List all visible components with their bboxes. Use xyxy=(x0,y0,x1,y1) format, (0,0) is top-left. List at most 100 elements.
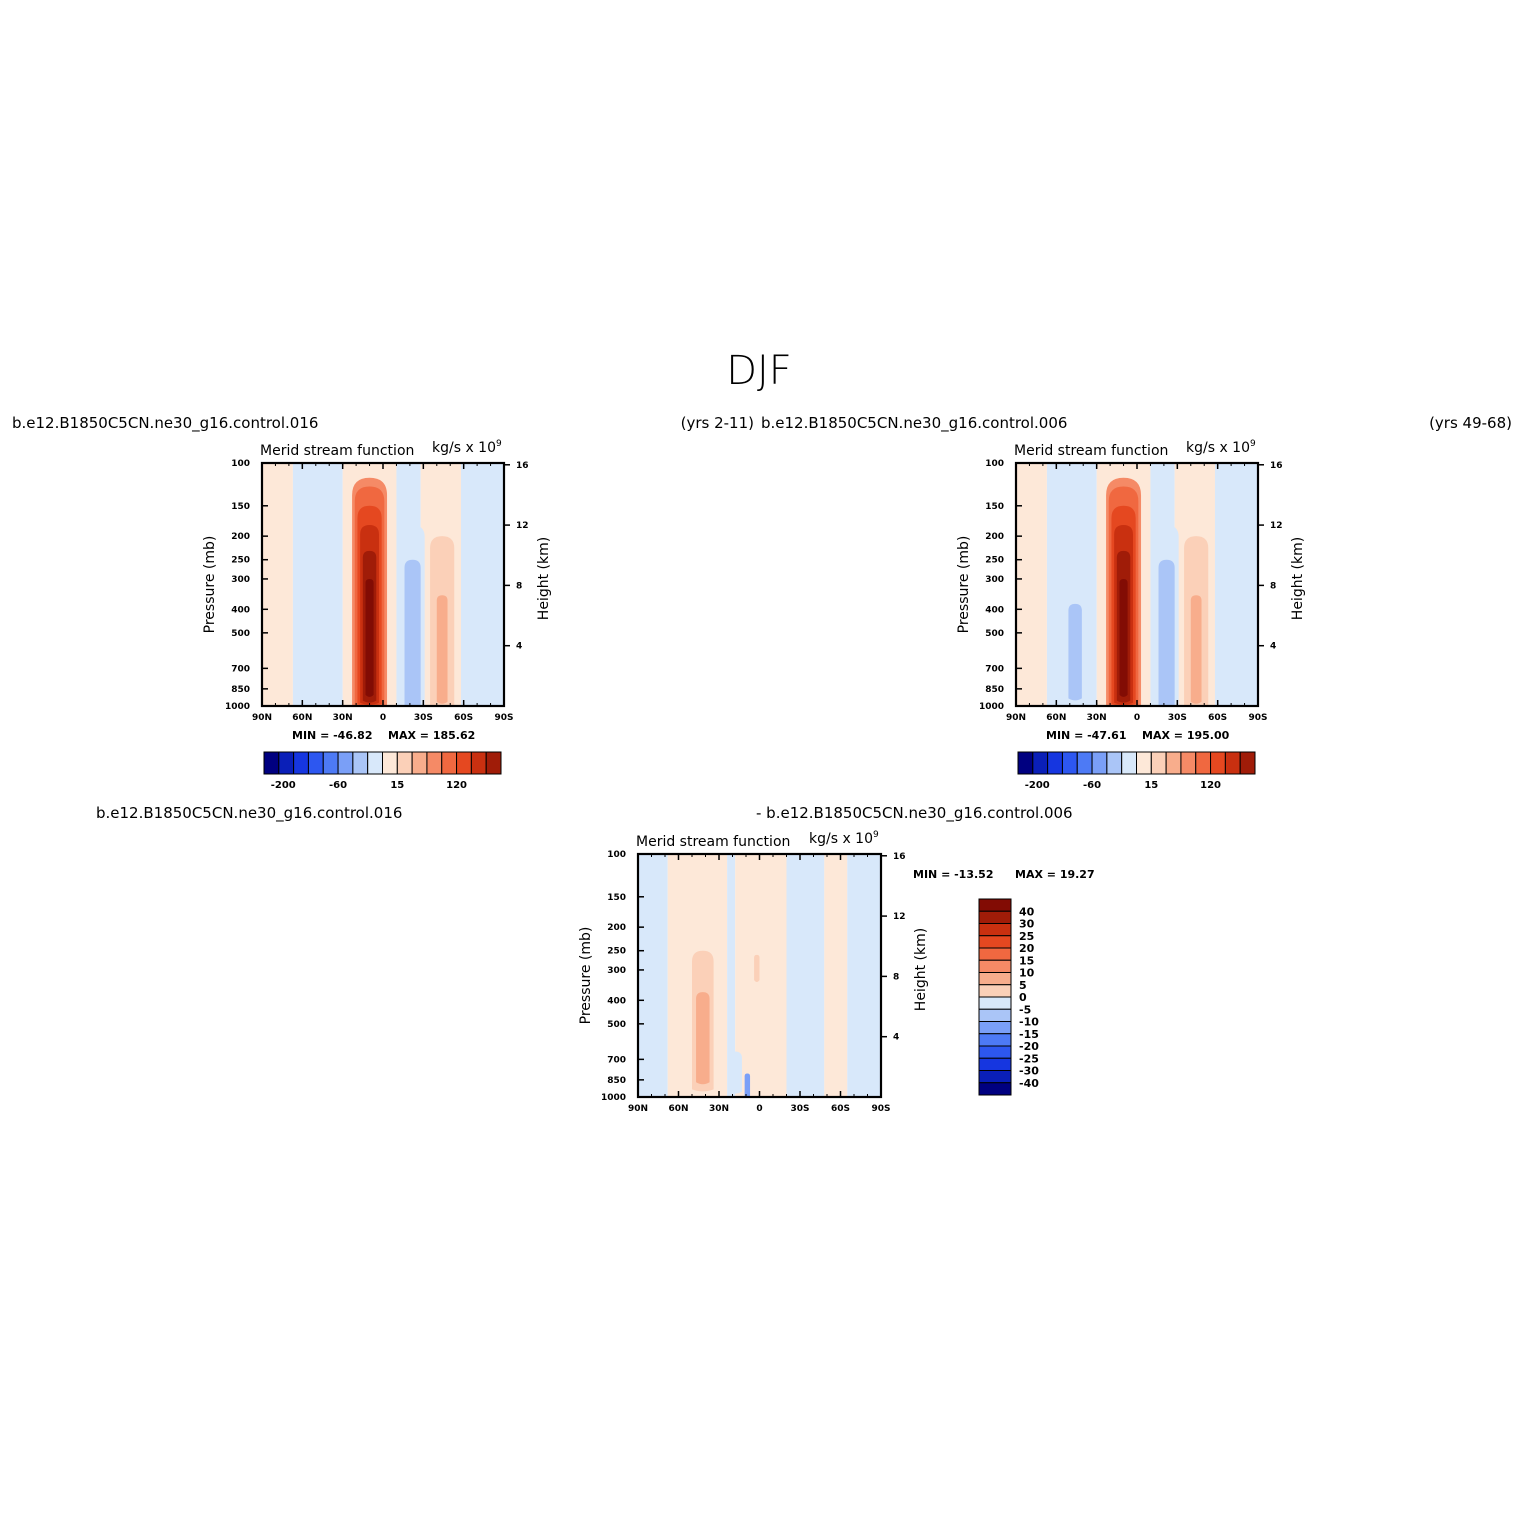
colorbar-box xyxy=(978,1082,1012,1096)
y-axis-label: Pressure (mb) xyxy=(956,536,972,634)
colorbar-box xyxy=(978,935,1012,949)
colorbar-box xyxy=(978,947,1012,961)
colorbar-box xyxy=(978,972,1012,986)
y-tick-label: 700 xyxy=(985,664,1004,674)
background-band xyxy=(460,463,504,706)
colorbar-box xyxy=(978,1045,1012,1059)
x-tick-label: 90N xyxy=(252,713,272,723)
y-tick-label: 150 xyxy=(231,502,250,512)
max-label: MAX = 185.62 xyxy=(388,729,475,742)
colorbar-label: 40 xyxy=(1019,905,1035,918)
plot-units: kg/s x 10 xyxy=(809,831,873,847)
colorbar-box xyxy=(978,923,1012,937)
colorbar-box xyxy=(367,751,383,775)
height-tick-label: 4 xyxy=(1270,642,1276,652)
colorbar-box xyxy=(1150,751,1167,775)
colorbar-label: -25 xyxy=(1019,1052,1039,1065)
x-tick-label: 90S xyxy=(871,1104,890,1114)
x-tick-label: 30S xyxy=(790,1104,809,1114)
y-tick-label: 200 xyxy=(985,532,1004,542)
colorbar-box xyxy=(263,751,280,775)
height-tick-label: 16 xyxy=(516,461,529,471)
colorbar-label: 30 xyxy=(1019,918,1035,931)
colorbar-box xyxy=(352,751,369,775)
colorbar-box xyxy=(978,996,1012,1010)
y-tick-label: 700 xyxy=(231,664,250,674)
x-tick-label: 30S xyxy=(1168,713,1187,723)
colorbar-box xyxy=(978,1070,1012,1084)
colorbar-label: 0 xyxy=(1019,991,1027,1004)
plot-units: kg/s x 10 xyxy=(1186,440,1250,456)
y-tick-label: 850 xyxy=(231,685,250,695)
colorbar-label: -200 xyxy=(271,780,296,791)
colorbar-label: -200 xyxy=(1025,780,1050,791)
height-tick-label: 4 xyxy=(516,642,522,652)
height-tick-label: 16 xyxy=(893,852,906,862)
y-tick-label: 500 xyxy=(231,629,250,639)
panel-top-left-years: (yrs 2-11) xyxy=(681,414,754,432)
colorbar-box xyxy=(978,1021,1012,1035)
x-tick-label: 60N xyxy=(1046,713,1066,723)
colorbar-box xyxy=(978,959,1012,973)
colorbar-box xyxy=(485,751,502,775)
contour-cell xyxy=(313,588,324,703)
colorbar-box xyxy=(1017,751,1034,775)
x-tick-label: 0 xyxy=(1134,713,1140,723)
colorbar-label: 20 xyxy=(1019,942,1035,955)
y-tick-label: 300 xyxy=(607,966,626,976)
background-band xyxy=(847,854,881,1097)
plot-units-exponent: 9 xyxy=(496,439,502,449)
plot-units-exponent: 9 xyxy=(873,830,879,840)
colorbar-box xyxy=(978,1057,1012,1071)
colorbar-box xyxy=(1061,751,1078,775)
x-tick-label: 60N xyxy=(668,1104,688,1114)
min-label: MIN = -46.82 xyxy=(292,729,372,742)
contour-cell xyxy=(1158,559,1175,706)
y-tick-label: 300 xyxy=(985,575,1004,585)
height-axis-label: Height (km) xyxy=(913,928,929,1011)
y-tick-label: 700 xyxy=(607,1055,626,1065)
plot-area xyxy=(638,854,881,1097)
x-tick-label: 60S xyxy=(454,713,473,723)
panel-top-left-header: b.e12.B1850C5CN.ne30_g16.control.016 xyxy=(12,414,318,433)
colorbar-box xyxy=(396,751,413,775)
height-tick-label: 12 xyxy=(893,912,906,922)
colorbar-box xyxy=(382,751,398,775)
x-tick-label: 30N xyxy=(333,713,353,723)
x-tick-label: 60S xyxy=(1208,713,1227,723)
y-tick-label: 150 xyxy=(607,893,626,903)
panel-top-left: Merid stream function kg/s x 10 9 90N 60N 30N… xyxy=(202,439,552,791)
plot-left-title: Merid stream function xyxy=(1014,443,1168,459)
y-tick-label: 200 xyxy=(607,923,626,933)
y-tick-label: 300 xyxy=(231,575,250,585)
y-axis-label: Pressure (mb) xyxy=(202,536,218,634)
y-axis-label: Pressure (mb) xyxy=(578,927,594,1025)
colorbar-label: 10 xyxy=(1019,967,1035,980)
diff-header-right: - b.e12.B1850C5CN.ne30_g16.control.006 xyxy=(756,804,1073,823)
colorbar-box xyxy=(337,751,354,775)
x-tick-label: 60S xyxy=(831,1104,850,1114)
background-band xyxy=(727,854,736,1097)
plot-units-exponent: 9 xyxy=(1250,439,1256,449)
y-tick-label: 500 xyxy=(607,1020,626,1030)
colorbar-label: 15 xyxy=(390,780,404,791)
y-tick-label: 400 xyxy=(231,605,250,615)
colorbar-box xyxy=(1210,751,1226,775)
colorbar-box xyxy=(278,751,295,775)
y-tick-label: 850 xyxy=(985,685,1004,695)
colorbar-box xyxy=(978,910,1012,924)
colorbar-label: -40 xyxy=(1019,1077,1039,1090)
plot-units: kg/s x 10 xyxy=(432,440,496,456)
y-tick-label: 250 xyxy=(985,556,1004,566)
height-tick-label: 12 xyxy=(1270,521,1283,531)
colorbar-label: -30 xyxy=(1019,1065,1039,1078)
colorbar-label: 15 xyxy=(1144,780,1158,791)
x-tick-label: 90S xyxy=(494,713,513,723)
max-label: MAX = 195.00 xyxy=(1142,729,1230,742)
colorbar-label: 5 xyxy=(1019,979,1027,992)
colorbar-box xyxy=(1076,751,1093,775)
colorbar-label: -60 xyxy=(1083,780,1101,791)
height-axis-label: Height (km) xyxy=(536,537,552,620)
x-tick-label: 90N xyxy=(628,1104,648,1114)
